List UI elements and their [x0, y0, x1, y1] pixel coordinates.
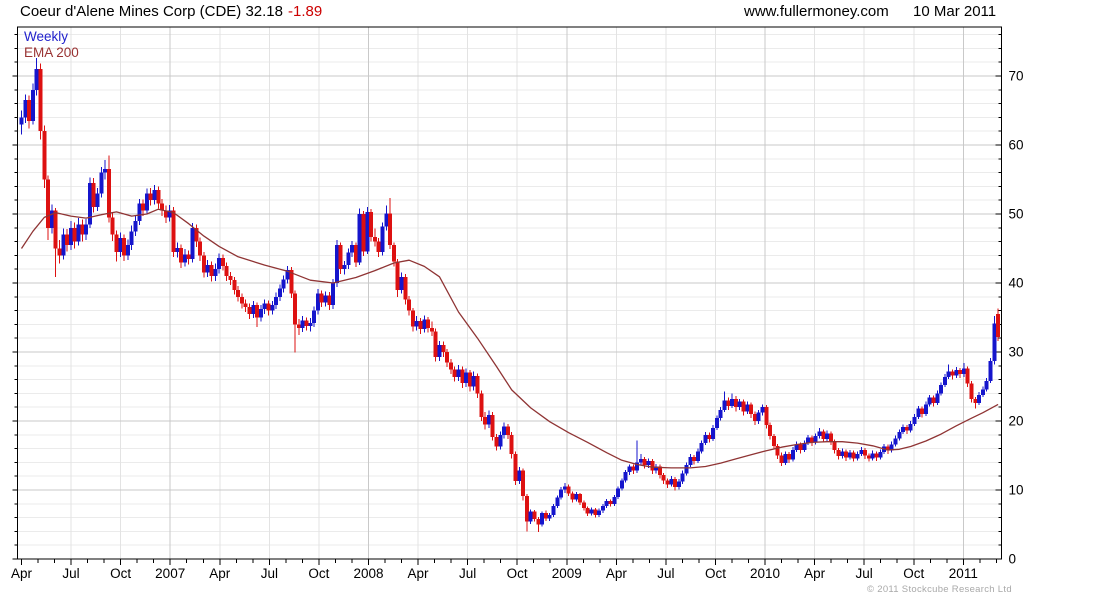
- svg-text:30: 30: [1009, 345, 1024, 360]
- svg-text:2010: 2010: [750, 566, 780, 581]
- svg-text:Oct: Oct: [903, 566, 924, 581]
- svg-text:60: 60: [1009, 138, 1024, 153]
- svg-text:Apr: Apr: [11, 566, 33, 581]
- legend-weekly-label: Weekly: [24, 29, 69, 44]
- legend-ema-label: EMA 200: [24, 45, 79, 60]
- copyright-text: © 2011 Stockcube Research Ltd: [867, 584, 1012, 595]
- svg-text:Jul: Jul: [62, 566, 79, 581]
- svg-text:2007: 2007: [155, 566, 185, 581]
- svg-text:20: 20: [1009, 414, 1024, 429]
- svg-text:Apr: Apr: [606, 566, 628, 581]
- svg-text:10: 10: [1009, 483, 1024, 498]
- svg-text:70: 70: [1009, 69, 1024, 84]
- svg-text:Apr: Apr: [408, 566, 430, 581]
- svg-text:Oct: Oct: [507, 566, 528, 581]
- svg-text:Oct: Oct: [110, 566, 131, 581]
- svg-text:Apr: Apr: [209, 566, 231, 581]
- svg-text:2011: 2011: [949, 566, 978, 581]
- svg-text:Jul: Jul: [657, 566, 674, 581]
- svg-text:2008: 2008: [353, 566, 383, 581]
- svg-text:Jul: Jul: [261, 566, 278, 581]
- svg-text:50: 50: [1009, 207, 1024, 222]
- svg-text:Oct: Oct: [705, 566, 726, 581]
- svg-text:2009: 2009: [552, 566, 582, 581]
- chart-title-text: Coeur d'Alene Mines Corp (CDE) 32.18: [20, 3, 283, 20]
- svg-text:40: 40: [1009, 276, 1024, 291]
- svg-text:0: 0: [1009, 552, 1017, 567]
- date-text: 10 Mar 2011: [913, 3, 997, 20]
- svg-text:Apr: Apr: [804, 566, 826, 581]
- page-title: Coeur d'Alene Mines Corp (CDE) 32.18 -1.8…: [20, 3, 322, 20]
- website-text: www.fullermoney.com: [744, 3, 889, 20]
- svg-text:Jul: Jul: [459, 566, 476, 581]
- price-change-text: -1.89: [287, 3, 323, 20]
- svg-text:Oct: Oct: [308, 566, 329, 581]
- svg-text:Jul: Jul: [856, 566, 873, 581]
